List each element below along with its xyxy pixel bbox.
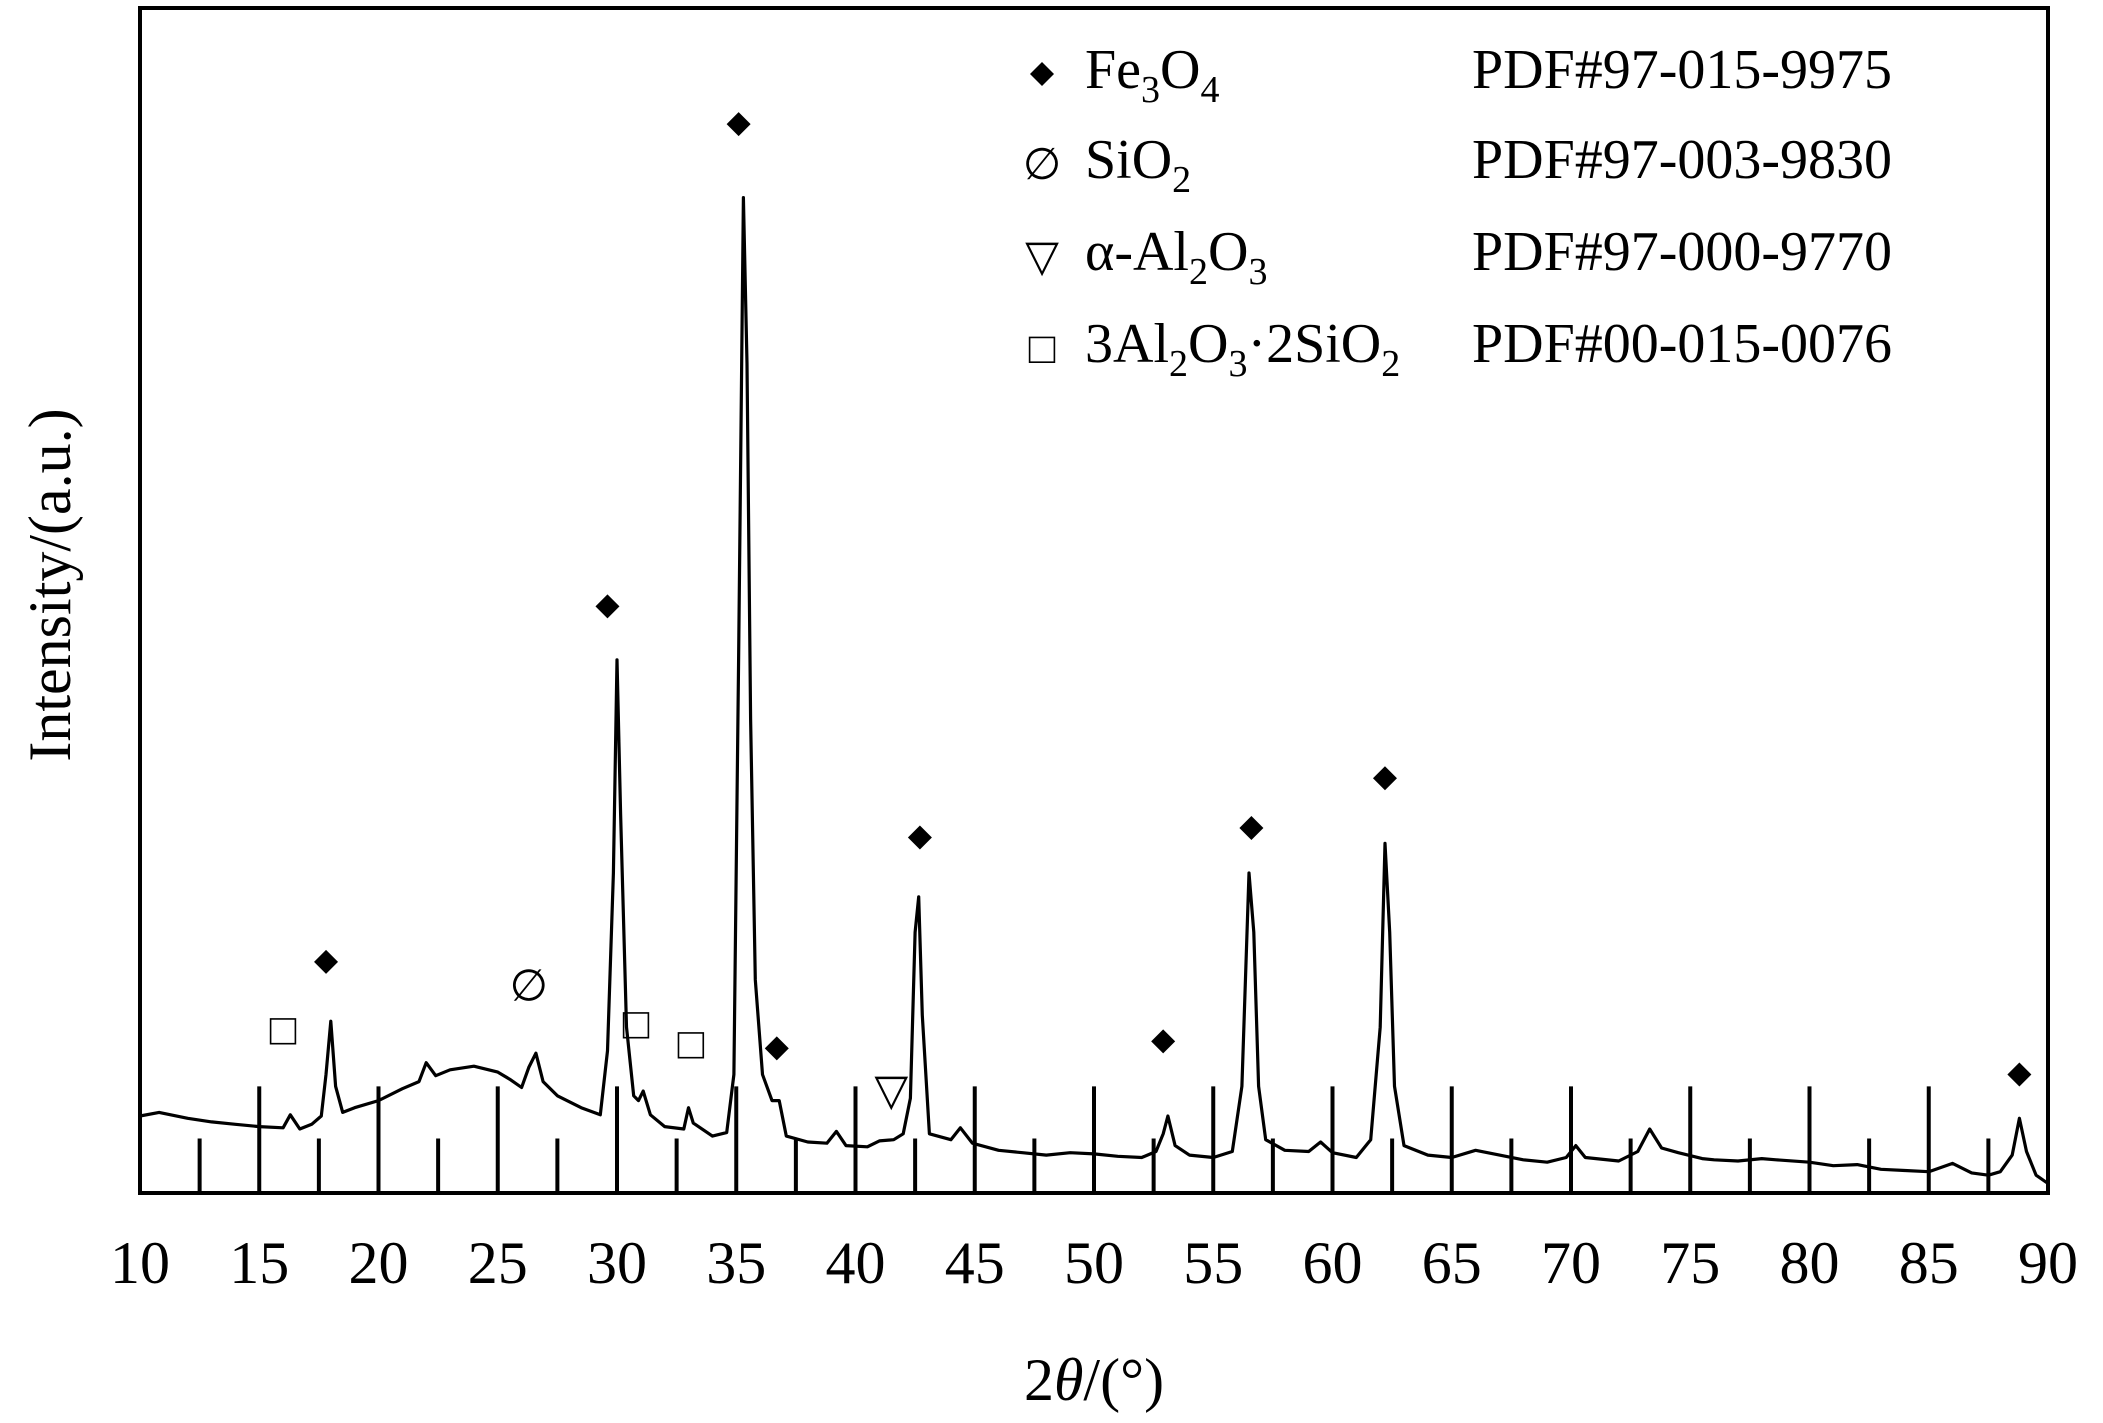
peak-marker [726,112,751,137]
x-tick-label: 65 [1422,1230,1482,1296]
peak-markers: □ ∅ □ □ ▽ [270,112,2032,1115]
peak-marker [1372,766,1397,791]
x-tick-label: 60 [1303,1230,1363,1296]
legend-entry-name: SiO2 [1085,129,1191,201]
legend-marker: ▽ [1025,232,1059,281]
x-tick-label: 20 [349,1230,409,1296]
peak-marker: □ [623,1000,650,1049]
peak-marker [1151,1029,1176,1054]
peak-marker [1239,816,1264,841]
legend-entry-pdf: PDF#97-003-9830 [1472,129,1892,191]
legend-marker: □ [1029,324,1056,373]
x-tick-label: 45 [945,1230,1005,1296]
x-axis-title: 2θ/(°) [1024,1347,1164,1413]
x-tick-label: 90 [2018,1230,2078,1296]
x-tick-label: 70 [1541,1230,1601,1296]
legend-entry-name: α-Al2O3 [1085,221,1267,293]
x-tick-label: 40 [826,1230,886,1296]
peak-marker [2007,1062,2032,1087]
peak-marker: ▽ [874,1066,908,1115]
legend-entry-name: 3Al2O3·2SiO2 [1085,313,1400,385]
legend-entry-pdf: PDF#97-000-9770 [1472,221,1892,283]
peak-marker [907,825,932,850]
legend-entry-pdf: PDF#97-015-9975 [1472,39,1892,101]
y-axis-title: Intensity/(a.u.) [17,408,83,761]
x-tick-label: 55 [1183,1230,1243,1296]
legend-marker: ∅ [1023,140,1061,189]
x-tick-label: 80 [1780,1230,1840,1296]
peak-marker [314,949,339,974]
x-tick-label: 75 [1660,1230,1720,1296]
x-tick-label: 50 [1064,1230,1124,1296]
peak-marker [595,594,620,619]
x-tick-label: 15 [229,1230,289,1296]
legend-marker [1030,62,1054,86]
legend-entry-pdf: PDF#00-015-0076 [1472,313,1892,375]
x-tick-label: 10 [110,1230,170,1296]
peak-marker: □ [270,1005,297,1054]
peak-marker: □ [678,1020,705,1069]
legend: Fe3O4 PDF#97-015-9975 ∅ SiO2 PDF#97-003-9830… [1023,39,1892,385]
reference-lines [197,1086,1991,1193]
legend-entry-name: Fe3O4 [1085,39,1219,111]
x-tick-label: 35 [706,1230,766,1296]
x-tick-label: 25 [468,1230,528,1296]
x-tick-label: 30 [587,1230,647,1296]
x-axis-tick-labels: 10 15 20 25 30 35 40 45 50 55 60 65 70 75 80 85 90 [110,1230,2078,1296]
x-tick-label: 85 [1899,1230,1959,1296]
peak-marker [764,1036,789,1061]
xrd-pattern-line [139,196,2049,1185]
peak-marker: ∅ [510,962,548,1011]
